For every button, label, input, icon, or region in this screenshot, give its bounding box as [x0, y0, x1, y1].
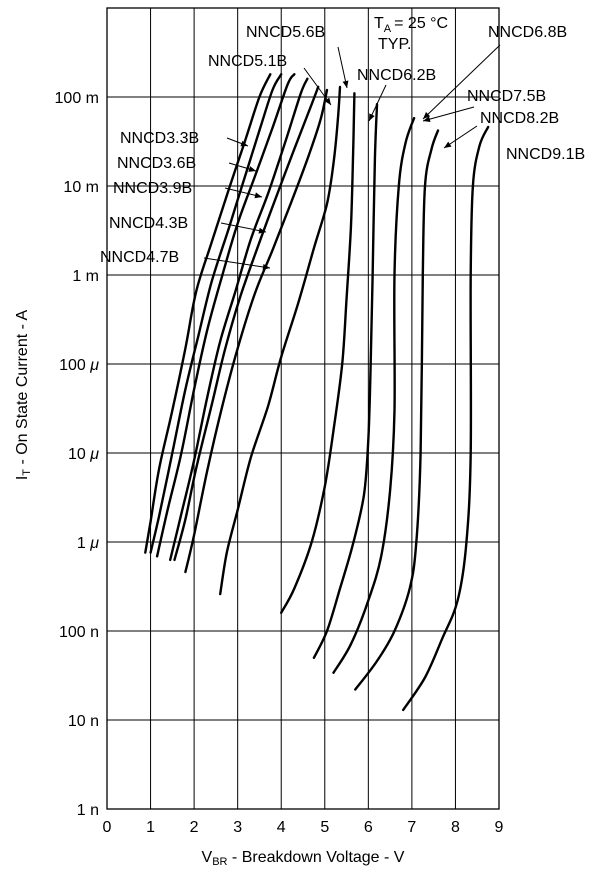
y-tick-label: 10 m	[63, 179, 99, 196]
series-line-nncd6-2b	[280, 92, 356, 614]
label-leader-arrowhead	[248, 166, 256, 172]
x-tick-label: 1	[146, 819, 155, 836]
y-tick-label: 100 n	[59, 624, 99, 641]
x-tick-label: 7	[407, 819, 416, 836]
label-leader-arrowhead	[342, 80, 349, 88]
label-leader-line	[422, 106, 475, 122]
series-line-nncd3-6b	[149, 73, 283, 554]
x-tick-label: 2	[190, 819, 199, 836]
series-label: NNCD4.7B	[100, 249, 179, 266]
series-label: NNCD3.6B	[117, 155, 196, 172]
series-label: NNCD5.1B	[208, 53, 287, 70]
y-tick-label: 10 μ	[68, 446, 99, 463]
y-tick-label: 1 n	[77, 802, 99, 819]
series-line-nncd3-3b	[144, 73, 272, 554]
series-label: NNCD4.3B	[109, 215, 188, 232]
label-leaders	[203, 44, 501, 270]
label-leader-line	[203, 257, 271, 269]
series-line-nncd4-3b	[169, 77, 309, 562]
series-label: NNCD6.2B	[357, 67, 436, 84]
x-tick-label: 9	[495, 819, 504, 836]
y-tick-label: 100 μ	[59, 357, 99, 374]
series-label: NNCD7.5B	[467, 88, 546, 105]
label-leader-arrowhead	[423, 116, 431, 122]
series-label: NNCD3.3B	[120, 130, 199, 147]
label-leader-arrowhead	[423, 112, 431, 119]
series-label: NNCD8.2B	[480, 110, 559, 127]
y-axis-title: IT - On State Current - A	[14, 309, 33, 480]
series-labels: NNCD3.3B NNCD3.6B NNCD3.9B NNCD4.3B NNCD4.7B…	[100, 24, 585, 266]
typ-annotation: TYP.	[378, 36, 412, 53]
series-line-nncd9-1b	[402, 125, 490, 712]
plot-area-border	[106, 7, 500, 810]
label-leader-arrowhead	[444, 141, 452, 148]
x-tick-label: 4	[277, 819, 286, 836]
condition-annotation: TA = 25 °C	[374, 15, 448, 35]
y-tick-labels: 1 n 10 n 100 n 1 μ 10 μ 100 μ 1 m 10 m 100 m	[55, 90, 100, 819]
x-tick-label: 6	[364, 819, 373, 836]
y-tick-label: 1 μ	[77, 535, 99, 552]
series-line-nncd4-7b	[173, 85, 320, 562]
series-line-nncd5-1b	[184, 88, 329, 574]
series-label: NNCD3.9B	[113, 180, 192, 197]
label-leader-line	[303, 67, 332, 106]
label-leader-line	[220, 222, 267, 233]
x-tick-label: 5	[320, 819, 329, 836]
label-leader-line	[422, 44, 501, 120]
label-leader-arrowhead	[254, 192, 262, 199]
x-axis-title: VBR - Breakdown Voltage - V	[202, 849, 405, 868]
y-tick-label: 100 m	[55, 90, 99, 107]
y-tick-label: 10 n	[68, 713, 99, 730]
x-tick-label: 3	[233, 819, 242, 836]
label-leader-arrowhead	[240, 140, 248, 147]
x-tick-label: 0	[103, 819, 112, 836]
series-line-nncd6-8b	[312, 103, 379, 659]
chart-series-group	[144, 73, 490, 712]
label-leader-arrowhead	[369, 113, 375, 121]
series-label: NNCD5.6B	[246, 24, 325, 41]
label-leader-arrowhead	[262, 264, 270, 270]
series-line-nncd5-6b	[219, 85, 342, 596]
series-line-nncd7-5b	[332, 116, 416, 674]
series-line-nncd8-2b	[354, 129, 440, 691]
label-leader-arrowhead	[324, 97, 331, 105]
y-tick-label: 1 m	[72, 268, 99, 285]
x-tick-label: 8	[451, 819, 460, 836]
x-tick-labels: 0 1 2 3 4 5 6 7 8 9	[103, 819, 504, 836]
series-line-nncd3-9b	[155, 73, 296, 558]
label-leader-arrowhead	[258, 227, 266, 234]
series-label: NNCD6.8B	[488, 24, 567, 41]
series-label: NNCD9.1B	[506, 146, 585, 163]
